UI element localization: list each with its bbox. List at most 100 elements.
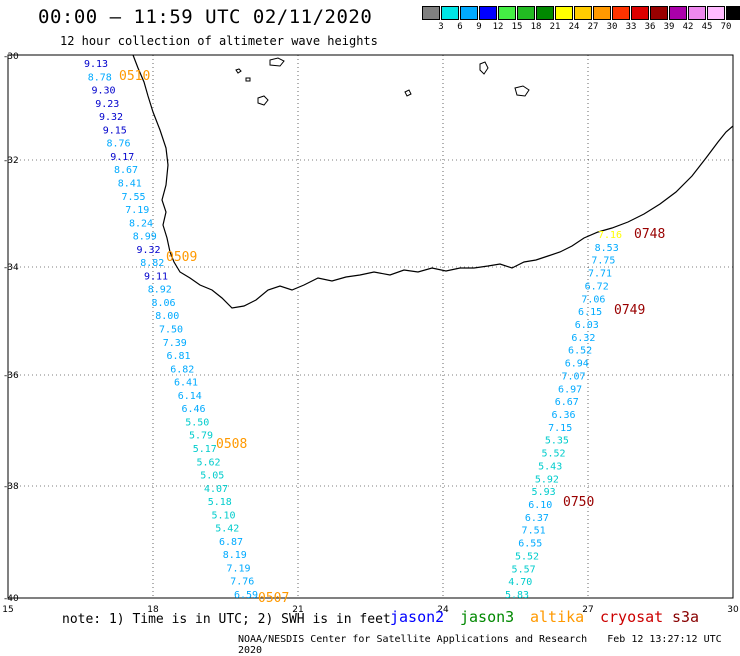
wave-height-label: 5.18 bbox=[208, 497, 232, 508]
wave-height-label: 8.06 bbox=[151, 298, 175, 309]
scale-swatch bbox=[479, 6, 497, 20]
longitude-label: 24 bbox=[437, 605, 449, 615]
wave-height-label: 6.15 bbox=[578, 307, 602, 318]
wave-height-label: 6.97 bbox=[558, 384, 582, 395]
scale-label: 42 bbox=[682, 22, 694, 32]
latitude-label: -38 bbox=[4, 482, 19, 492]
longitude-label: 15 bbox=[2, 605, 13, 615]
wave-height-label: 7.71 bbox=[588, 269, 612, 280]
scale-swatch bbox=[498, 6, 516, 20]
scale-label: 33 bbox=[625, 22, 637, 32]
wave-height-label: 5.52 bbox=[515, 551, 539, 562]
wave-height-label: 7.19 bbox=[125, 205, 149, 216]
wave-height-label: 5.35 bbox=[545, 436, 569, 447]
wave-height-label: 6.37 bbox=[525, 513, 549, 524]
scale-swatch bbox=[593, 6, 611, 20]
wave-height-label: 6.72 bbox=[585, 281, 609, 292]
wave-height-label: 6.81 bbox=[166, 351, 190, 362]
wave-height-label: 8.78 bbox=[88, 72, 112, 83]
longitude-label: 21 bbox=[292, 605, 303, 615]
wave-height-label: 9.17 bbox=[110, 152, 134, 163]
scale-swatch bbox=[536, 6, 554, 20]
wave-height-label: 8.41 bbox=[118, 179, 142, 190]
latitude-label: -40 bbox=[4, 594, 19, 604]
wave-height-label: 8.82 bbox=[140, 258, 164, 269]
longitude-label: 18 bbox=[147, 605, 159, 615]
scale-label: 18 bbox=[530, 22, 542, 32]
wave-height-label: 5.43 bbox=[538, 461, 562, 472]
pass-id-label: 0749 bbox=[614, 303, 645, 318]
scale-swatch bbox=[574, 6, 592, 20]
wave-height-label: 6.32 bbox=[571, 333, 595, 344]
map-title: 00:00 – 11:59 UTC 02/11/2020 bbox=[38, 6, 373, 28]
scale-swatch bbox=[669, 6, 687, 20]
longitude-label: 27 bbox=[582, 605, 593, 615]
map-subtitle: 12 hour collection of altimeter wave hei… bbox=[60, 34, 378, 48]
scale-swatch bbox=[460, 6, 478, 20]
scale-swatch bbox=[650, 6, 668, 20]
wave-height-label: 6.67 bbox=[555, 397, 579, 408]
wave-height-label: 7.39 bbox=[163, 338, 187, 349]
scale-swatch bbox=[441, 6, 459, 20]
wave-height-label: 6.46 bbox=[181, 404, 205, 415]
wave-height-label: 8.92 bbox=[148, 285, 172, 296]
wave-height-label: 5.83 bbox=[505, 590, 529, 601]
scale-label: 36 bbox=[644, 22, 656, 32]
pass-id-label: 0509 bbox=[166, 250, 197, 265]
wave-height-label: 8.19 bbox=[223, 550, 247, 561]
pass-id-label: 0508 bbox=[216, 437, 247, 452]
altimeter-track-east: 7.16 8.53 7.75 7.716.72 7.06 6.15 6.03 6.32 6.52… bbox=[505, 230, 622, 601]
wave-height-label: 5.05 bbox=[200, 471, 224, 482]
scale-swatch bbox=[612, 6, 630, 20]
scale-swatch bbox=[707, 6, 725, 20]
wave-height-label: 5.62 bbox=[196, 457, 220, 468]
pass-id-label: 0510 bbox=[119, 69, 150, 84]
wave-height-label: 8.67 bbox=[114, 165, 138, 176]
scale-label: 70 bbox=[720, 22, 732, 32]
wave-height-label: 6.59 bbox=[234, 590, 258, 601]
scale-swatch bbox=[422, 6, 440, 20]
satellite-name: jason3 bbox=[460, 608, 515, 626]
longitude-ticks: 15 18 21 24 27 30 bbox=[2, 605, 739, 615]
altimeter-track-west: 9.13 8.78 9.30 9.23 9.32 9.15 8.76 9.17 8.67 8.41… bbox=[84, 59, 258, 601]
scale-swatch bbox=[688, 6, 706, 20]
wave-height-label: 7.19 bbox=[226, 564, 250, 575]
wave-height-label: 7.76 bbox=[230, 577, 254, 588]
wave-height-label: 8.99 bbox=[133, 232, 157, 243]
wave-height-label: 9.15 bbox=[103, 125, 127, 136]
credit-org: NOAA/NESDIS Center for Satellite Applica… bbox=[238, 634, 588, 645]
wave-height-label: 9.30 bbox=[91, 86, 115, 97]
satellite-name: altika bbox=[530, 608, 585, 626]
scale-label: 3 bbox=[438, 22, 444, 32]
wave-height-label: 9.23 bbox=[95, 99, 119, 110]
footer-note: note: 1) Time is in UTC; 2) SWH is in fe… bbox=[62, 612, 391, 627]
satellite-name: jason2 bbox=[390, 608, 445, 626]
coastline bbox=[132, 54, 734, 309]
wave-height-label: 5.17 bbox=[193, 444, 217, 455]
wave-height-label: 7.06 bbox=[581, 294, 605, 305]
latitude-ticks: -30 -32 -34 -36 -38 -40 bbox=[4, 52, 19, 604]
wave-height-label: 9.13 bbox=[84, 59, 108, 70]
map-frame bbox=[7, 54, 734, 599]
wave-height-label: 6.87 bbox=[219, 537, 243, 548]
pass-id-label: 0748 bbox=[634, 227, 665, 242]
credit-line: NOAA/NESDIS Center for Satellite Applica… bbox=[238, 634, 740, 656]
wave-height-label: 5.42 bbox=[215, 524, 239, 535]
islands bbox=[235, 57, 530, 106]
wave-height-label: 6.36 bbox=[551, 410, 575, 421]
scale-label: 9 bbox=[476, 22, 482, 32]
scale-label: 39 bbox=[663, 22, 675, 32]
wave-height-label: 7.07 bbox=[561, 371, 585, 382]
scale-swatch bbox=[517, 6, 535, 20]
wave-height-label: 6.82 bbox=[170, 364, 194, 375]
scale-swatch bbox=[726, 6, 740, 20]
scale-label: 12 bbox=[492, 22, 504, 32]
wave-height-label: 6.10 bbox=[528, 500, 552, 511]
wave-height-label: 8.24 bbox=[129, 218, 153, 229]
wave-height-label: 7.75 bbox=[591, 256, 615, 267]
scale-swatch bbox=[631, 6, 649, 20]
wave-height-label: 6.52 bbox=[568, 346, 592, 357]
scale-label: 30 bbox=[606, 22, 618, 32]
latitude-label: -36 bbox=[4, 371, 19, 381]
